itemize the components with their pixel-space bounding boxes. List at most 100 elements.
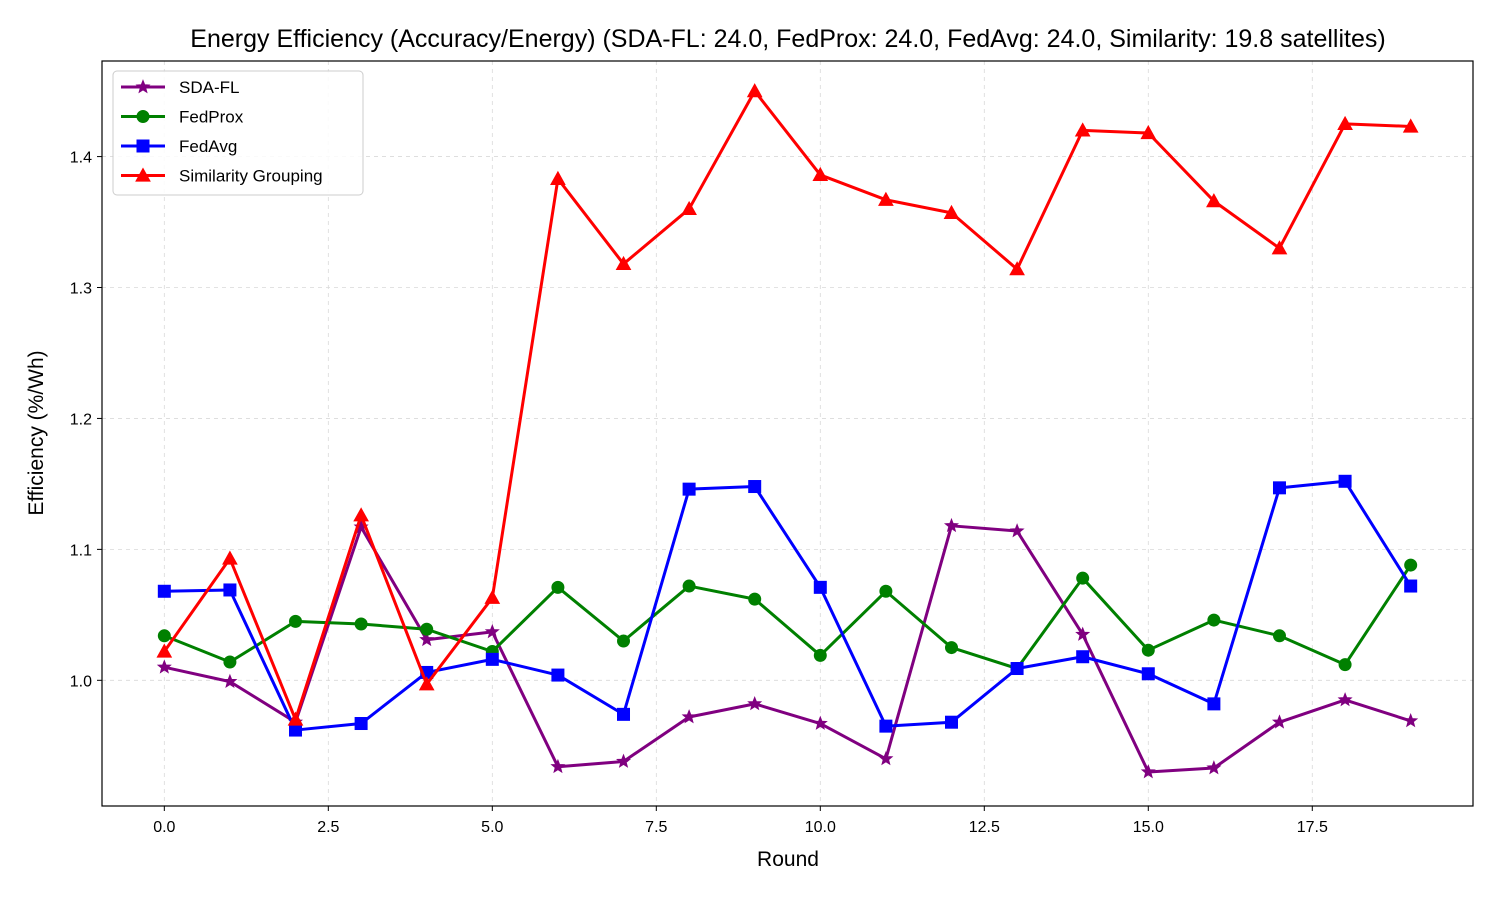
data-point-fedprox	[1141, 643, 1155, 657]
data-point-fedprox	[223, 655, 237, 669]
data-point-sda-fl	[222, 673, 238, 688]
legend-label: Similarity Grouping	[179, 167, 323, 186]
data-point-sda-fl	[1271, 714, 1287, 729]
data-point-fedavg	[289, 723, 303, 737]
data-point-fedprox	[1207, 613, 1221, 627]
data-point-fedavg	[157, 584, 171, 598]
data-point-sda-fl	[550, 758, 566, 774]
data-point-fedavg	[1141, 667, 1155, 681]
data-point-similarity-grouping	[1140, 124, 1157, 140]
data-point-fedavg	[485, 652, 499, 666]
y-tick-label: 1.2	[70, 411, 92, 428]
x-tick-label: 17.5	[1297, 819, 1328, 836]
data-point-fedprox	[879, 584, 893, 598]
data-point-fedavg	[813, 580, 827, 594]
data-point-similarity-grouping	[156, 643, 173, 658]
data-point-similarity-grouping	[1074, 122, 1091, 137]
data-point-fedavg	[551, 668, 565, 682]
legend-marker	[135, 167, 151, 182]
legend-item-fedprox: FedProx	[121, 108, 244, 127]
x-tick-label: 0.0	[153, 819, 175, 836]
legend-item-similarity-grouping: Similarity Grouping	[121, 167, 323, 186]
data-point-similarity-grouping	[812, 166, 829, 182]
data-point-fedprox	[682, 579, 696, 593]
x-axis-label: Round	[757, 848, 819, 871]
data-point-sda-fl	[156, 659, 172, 674]
data-point-similarity-grouping	[1009, 261, 1025, 276]
data-point-sda-fl	[1140, 764, 1156, 779]
data-point-sda-fl	[943, 517, 959, 533]
legend-item-fedavg: FedAvg	[121, 137, 237, 156]
series-line-fedavg	[164, 479, 1412, 732]
data-point-similarity-grouping	[484, 589, 501, 604]
data-point-similarity-grouping	[1206, 193, 1222, 208]
data-point-fedprox	[1338, 658, 1352, 672]
legend-label: FedAvg	[179, 137, 237, 156]
data-point-fedprox	[617, 634, 631, 648]
data-point-fedprox	[944, 641, 958, 655]
series-line-fedprox	[163, 564, 1412, 671]
data-point-sda-fl	[812, 715, 828, 730]
data-point-fedavg	[944, 715, 958, 729]
axis-ticks: 0.0 2.5 5.0 7.5 10.0 12.5 15.0 17.5 1.0 1.1 1.2 1.3…	[70, 150, 1328, 836]
data-point-similarity-grouping	[615, 255, 632, 271]
legend-marker	[136, 139, 150, 153]
data-point-similarity-grouping	[1337, 115, 1353, 130]
legend-box	[112, 70, 364, 196]
data-point-similarity-grouping	[550, 170, 566, 185]
data-point-fedavg	[1207, 697, 1221, 711]
data-point-similarity-grouping	[1271, 240, 1288, 255]
data-point-similarity-grouping	[878, 191, 894, 206]
y-tick-label: 1.1	[70, 542, 92, 559]
legend-label: FedProx	[179, 108, 244, 127]
data-point-fedavg	[223, 583, 237, 597]
data-point-sda-fl	[484, 623, 500, 639]
y-tick-label: 1.3	[70, 281, 92, 298]
data-point-fedavg	[1272, 481, 1286, 495]
data-point-fedavg	[1404, 579, 1418, 593]
data-point-similarity-grouping	[943, 204, 960, 219]
data-point-fedavg	[1076, 650, 1090, 664]
data-point-fedprox	[551, 580, 565, 594]
x-tick-label: 10.0	[805, 819, 836, 836]
data-point-sda-fl	[1206, 760, 1222, 775]
data-point-sda-fl	[1337, 692, 1353, 707]
series-fedprox	[157, 558, 1418, 676]
series-lines	[156, 83, 1419, 779]
data-point-similarity-grouping	[681, 200, 697, 216]
y-axis-label: Efficiency (%/Wh)	[25, 350, 48, 515]
chart-title: Energy Efficiency (Accuracy/Energy) (SDA…	[190, 25, 1385, 53]
x-tick-label: 15.0	[1133, 819, 1164, 836]
x-tick-label: 12.5	[969, 819, 1000, 836]
legend-item-sda-fl: SDA-FL	[121, 78, 239, 97]
data-point-sda-fl	[419, 631, 435, 647]
legend: SDA-FL FedProx FedAvg Similarity Grouping	[112, 70, 364, 196]
data-point-fedavg	[748, 480, 762, 494]
data-point-fedprox	[420, 622, 434, 636]
data-point-sda-fl	[1403, 713, 1419, 728]
data-point-sda-fl	[616, 753, 632, 768]
legend-marker	[136, 110, 150, 123]
data-point-similarity-grouping	[287, 711, 304, 726]
data-point-sda-fl	[878, 750, 894, 766]
series-similarity-grouping	[156, 83, 1419, 726]
data-point-fedprox	[1404, 558, 1418, 572]
data-point-similarity-grouping	[418, 676, 435, 691]
data-point-fedprox	[1272, 629, 1286, 643]
x-tick-label: 2.5	[317, 819, 339, 836]
data-point-sda-fl	[681, 709, 697, 724]
data-point-fedavg	[354, 717, 368, 731]
x-tick-label: 7.5	[645, 819, 667, 836]
series-line-similarity-grouping	[163, 89, 1411, 722]
series-fedavg	[157, 474, 1418, 737]
data-point-fedavg	[682, 482, 696, 496]
data-point-fedavg	[617, 707, 631, 721]
data-point-fedavg	[1338, 474, 1352, 488]
data-point-fedavg	[1010, 662, 1024, 676]
legend-marker	[135, 79, 151, 94]
data-point-similarity-grouping	[746, 83, 763, 98]
data-point-fedprox	[813, 648, 827, 662]
data-point-sda-fl	[1075, 626, 1091, 641]
